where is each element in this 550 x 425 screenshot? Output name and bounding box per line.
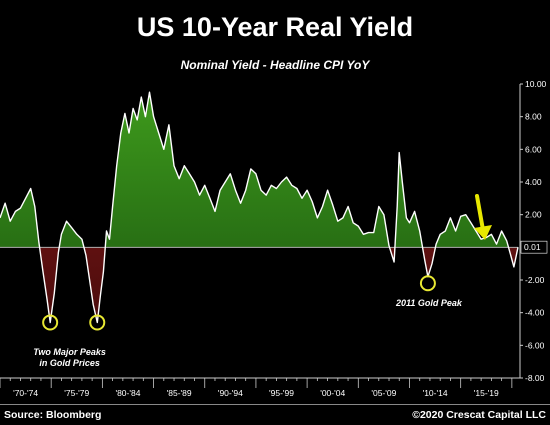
last-value-label: 0.01 <box>524 242 541 252</box>
y-tick-label: -6.00 <box>525 340 545 350</box>
x-tick-label: '10-'14 <box>423 388 448 398</box>
x-tick-label: '00-'04 <box>320 388 345 398</box>
x-tick-label: '85-'89 <box>167 388 192 398</box>
annotation-label: in Gold Prices <box>39 358 100 368</box>
source-label: Source: Bloomberg <box>4 409 102 421</box>
x-tick-label: '15-'19 <box>474 388 499 398</box>
last-value-box <box>520 240 548 254</box>
area-negative <box>39 247 518 323</box>
gold-peak-marker <box>89 314 106 331</box>
y-tick-label: 8.00 <box>525 112 542 122</box>
y-tick-label: 4.00 <box>525 177 542 187</box>
area-positive <box>0 92 518 248</box>
down-arrow-shaft <box>475 194 485 232</box>
x-tick-label: '75-'79 <box>64 388 89 398</box>
y-tick-label: -2.00 <box>525 275 545 285</box>
y-tick-label: -4.00 <box>525 308 545 318</box>
x-tick-label: '80-'84 <box>115 388 140 398</box>
chart-subtitle: Nominal Yield - Headline CPI YoY <box>180 58 370 72</box>
footer-divider <box>0 404 550 405</box>
gold-peak-marker <box>419 275 436 292</box>
chart-title: US 10-Year Real Yield <box>136 12 414 42</box>
annotation-label: Two Major Peaks <box>33 347 106 357</box>
down-arrow-head <box>474 225 492 240</box>
gold-peak-marker <box>42 314 59 331</box>
x-tick-label: '05-'09 <box>371 388 396 398</box>
y-tick-label: 6.00 <box>525 144 542 154</box>
series-line <box>0 91 519 324</box>
x-tick-label: '90-'94 <box>218 388 243 398</box>
y-tick-label: 10.00 <box>525 79 547 89</box>
x-tick-label: '95-'99 <box>269 388 294 398</box>
y-tick-label: -8.00 <box>525 373 545 383</box>
annotation-label: 2011 Gold Peak <box>395 298 463 308</box>
copyright-label: ©2020 Crescat Capital LLC <box>412 409 546 421</box>
y-tick-label: 2.00 <box>525 210 542 220</box>
x-tick-label: '70-'74 <box>13 388 38 398</box>
